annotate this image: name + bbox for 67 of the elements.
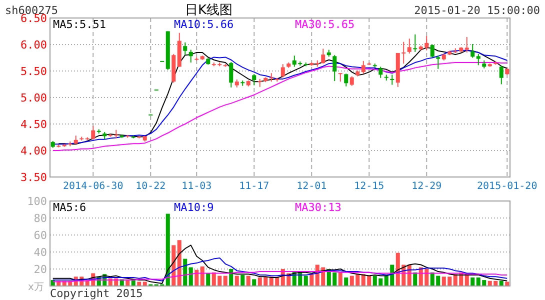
candlestick: [464, 36, 469, 53]
candlestick: [407, 38, 412, 54]
text: MA5:6: [53, 201, 86, 214]
text: MA10:5.66: [174, 18, 234, 31]
bar: [470, 278, 475, 286]
candlestick: [188, 49, 193, 64]
bar: [188, 267, 193, 286]
bar: [310, 274, 314, 286]
bar: [338, 272, 342, 286]
text: 2015-01-20 15:00:00: [414, 4, 540, 17]
candlestick: [436, 55, 440, 70]
bar: [166, 214, 170, 286]
x-tick-label: 11-03: [182, 181, 212, 192]
y-tick-label: 40: [34, 246, 47, 259]
y-tick-label: 6.00: [20, 38, 47, 52]
text: MA5:5.51: [53, 18, 106, 31]
candlestick: [229, 61, 234, 88]
x-tick-label: 11-17: [239, 181, 270, 192]
bar: [200, 266, 204, 286]
line-series: [52, 257, 508, 282]
bar: [206, 273, 210, 286]
y-tick-label: 4.00: [20, 144, 47, 158]
candlestick: [361, 60, 366, 74]
x-tick-label: 12-15: [354, 181, 384, 192]
y-tick-label: 80: [34, 212, 47, 225]
candlestick: [350, 76, 354, 86]
bar: [240, 274, 245, 286]
bar: [252, 279, 256, 286]
candlestick: [476, 54, 480, 66]
candlestick: [321, 48, 326, 64]
x-tick-label: 10-22: [136, 181, 166, 192]
x-tick-label: 12-29: [412, 181, 442, 192]
y-tick-label: 60: [34, 228, 47, 242]
text: MA10:9: [174, 201, 214, 214]
y-tick-label: 20: [34, 262, 47, 276]
candlestick: [280, 64, 285, 78]
candlestick: [332, 54, 337, 82]
chart-title: 日K线图: [185, 3, 233, 18]
text: Copyright 2015: [50, 287, 143, 300]
text: MA30:13: [295, 201, 342, 214]
candlestick: [390, 74, 394, 86]
candlestick: [378, 66, 383, 78]
line-series: [52, 271, 508, 282]
line-series: [52, 244, 508, 284]
y-tick-label: 5.50: [20, 64, 47, 78]
bar: [223, 276, 228, 286]
y-tick-label: 3.50: [20, 170, 47, 184]
candlestick: [252, 74, 256, 86]
candlestick: [470, 43, 475, 58]
bar: [246, 276, 250, 286]
x-tick-label: 12-01: [296, 181, 327, 192]
candlestick: [344, 73, 348, 87]
y-tick-label: 100: [27, 194, 47, 208]
y-axis-title: x万: [28, 282, 44, 293]
bar: [234, 276, 239, 286]
candlestick: [183, 42, 188, 56]
candlestick: [413, 34, 418, 52]
text: MA30:5.65: [295, 18, 355, 31]
bar: [344, 278, 348, 286]
y-tick-label: 4.50: [20, 118, 47, 131]
bar: [304, 276, 308, 286]
candlestick: [430, 44, 434, 58]
x-tick-label: 2015-01-20: [477, 181, 538, 192]
bar: [177, 240, 182, 286]
x-tick-label: 2014-06-30: [63, 181, 124, 192]
y-tick-label: 5.00: [20, 91, 47, 104]
candlestick: [499, 65, 504, 85]
